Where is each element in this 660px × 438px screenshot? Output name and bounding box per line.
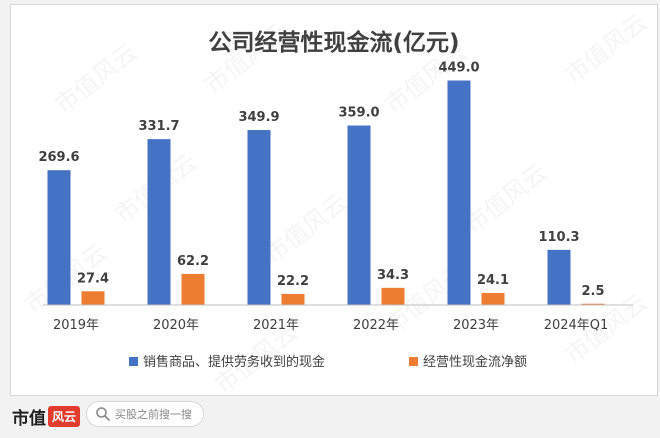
search-placeholder: 买股之前搜一搜 <box>115 408 192 421</box>
brand-logo-stamp: 风云 <box>48 405 81 427</box>
bar-cash-received <box>47 170 71 305</box>
bar-operating-net-cashflow <box>181 273 205 305</box>
x-tick-label: 2023年 <box>453 318 499 333</box>
data-label: 331.7 <box>138 119 179 134</box>
x-tick-label: 2019年 <box>53 318 99 333</box>
brand-logo[interactable]: 市值 风云 <box>12 402 81 430</box>
data-label: 22.2 <box>277 274 309 289</box>
data-label: 449.0 <box>438 61 479 76</box>
search-icon <box>96 407 110 421</box>
bar-operating-net-cashflow <box>581 303 605 305</box>
x-tick-label: 2024年Q1 <box>544 318 609 333</box>
bar-operating-net-cashflow <box>81 291 105 305</box>
x-tick-label: 2022年 <box>353 318 399 333</box>
x-tick-label: 2021年 <box>253 318 299 333</box>
data-label: 62.2 <box>177 254 209 269</box>
watermark-text: 市值风云 <box>260 188 353 269</box>
data-label: 34.3 <box>377 268 409 283</box>
bar-operating-net-cashflow <box>481 292 505 305</box>
x-tick-label: 2020年 <box>153 318 199 333</box>
bars-group: 269.6 27.4 331.7 62.2 349.9 22.2 359.0 34.3 449.… <box>38 61 605 305</box>
legend: 销售商品、提供劳务收到的现金 经营性现金流净额 <box>129 354 527 370</box>
bar-operating-net-cashflow <box>281 293 305 305</box>
chart-title: 公司经营性现金流(亿元) <box>208 29 459 56</box>
watermark-layer: 市值风云市值风云市值风云市值风云市值风云市值风云市值风云市值风云市值风云市值风云… <box>20 8 653 395</box>
legend-label: 经营性现金流净额 <box>423 354 527 370</box>
data-label: 110.3 <box>538 230 579 245</box>
brand-logo-text: 市值 <box>12 408 46 429</box>
data-label: 269.6 <box>38 150 79 165</box>
bar-cash-received <box>247 130 271 305</box>
legend-swatch-cash-received <box>129 357 138 366</box>
data-label: 27.4 <box>77 271 109 286</box>
watermark-text: 市值风云 <box>560 8 653 89</box>
bar-cash-received <box>347 125 371 305</box>
bar-cash-received <box>547 249 571 305</box>
search-input[interactable]: 买股之前搜一搜 <box>86 401 204 427</box>
bar-cash-received <box>447 80 471 305</box>
data-label: 24.1 <box>477 273 509 288</box>
watermark-text: 市值风云 <box>50 38 143 119</box>
data-label: 349.9 <box>238 110 279 125</box>
data-label: 359.0 <box>338 106 379 121</box>
x-tick-labels: 2019年 2020年 2021年 2022年 2023年 2024年Q1 <box>53 318 608 333</box>
legend-swatch-net-cashflow <box>409 357 418 366</box>
data-label: 2.5 <box>581 284 604 299</box>
bar-cash-received <box>147 139 171 305</box>
chart-card: 市值风云市值风云市值风云市值风云市值风云市值风云市值风云市值风云市值风云市值风云… <box>10 4 658 396</box>
legend-label: 销售商品、提供劳务收到的现金 <box>143 354 325 370</box>
watermark-text: 市值风云 <box>460 158 553 239</box>
cash-flow-bar-chart: 市值风云市值风云市值风云市值风云市值风云市值风云市值风云市值风云市值风云市值风云… <box>20 8 653 395</box>
footer-bar: 市值 风云 买股之前搜一搜 <box>0 396 660 438</box>
bar-operating-net-cashflow <box>381 287 405 305</box>
